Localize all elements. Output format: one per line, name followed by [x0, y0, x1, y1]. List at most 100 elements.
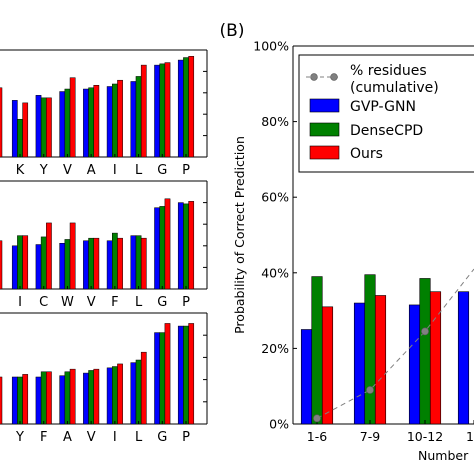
bar-ours-k [22, 102, 29, 158]
bar-gvp-gnn-1-6 [300, 329, 313, 425]
bar-gvp-gnn-c [35, 244, 42, 290]
x-tick-label-1-6: 1-6 [307, 429, 327, 444]
bar-gvp-gnn-13 [457, 291, 470, 425]
bar-gvp-gnn-w [59, 243, 66, 290]
x-tick-label-p: P [182, 163, 190, 178]
bar-ours-g [164, 323, 171, 425]
x-tick-label-y: Y [39, 163, 48, 178]
bar-densecpd-a [88, 87, 94, 158]
x-tick-label-v: V [87, 430, 96, 445]
x-tick-label-g: G [157, 163, 167, 178]
legend-label-gvp-gnn: GVP-GNN [350, 99, 416, 115]
bar-ours-1-6 [321, 306, 334, 425]
bar-gvp-gnn-a [59, 375, 66, 425]
bar-densecpd-7-9 [364, 274, 376, 425]
bar-densecpd-l [135, 76, 142, 158]
bar-ours-w [69, 222, 76, 290]
bar-densecpd-i [112, 366, 118, 425]
x-tick-label-f: F [40, 430, 47, 445]
bar-densecpd-p [183, 203, 189, 290]
bar-gvp-gnn-l [130, 81, 137, 158]
legend-marker-swatch [310, 73, 318, 81]
bar-densecpd-k [17, 118, 23, 158]
x-tick-label-13: 13 [466, 429, 474, 444]
bar-ours-f [117, 237, 123, 290]
legend-marker-swatch [330, 73, 338, 81]
bar-densecpd-g [159, 332, 166, 425]
x-tick-label-a: A [63, 430, 72, 445]
x-tick-label-y: Y [15, 430, 24, 445]
cumulative-point-10-12 [421, 327, 429, 336]
bar-densecpd-c [40, 236, 47, 290]
bar-gvp-gnn-l [130, 235, 137, 290]
x-tick-label-p: P [182, 295, 190, 310]
bar-gvp-gnn-v [83, 372, 89, 425]
bar-densecpd-y [40, 97, 47, 158]
bar-gvp-gnn-a [83, 88, 89, 158]
bar-ours-c [46, 222, 52, 290]
bar-ours-10-12 [429, 291, 442, 425]
bar-densecpd-10-12 [419, 278, 431, 425]
x-tick-label-f: F [111, 295, 118, 310]
bar-densecpd-l [135, 235, 142, 290]
bar-gvp-gnn-y [11, 376, 18, 425]
bar-gvp-gnn-g [154, 64, 160, 158]
bar-gvp-gnn-p [177, 202, 184, 290]
bar-densecpd-w [64, 239, 71, 290]
bar-ours-p [188, 56, 195, 158]
cumulative-line [316, 268, 474, 419]
bar-gvp-gnn-f [35, 376, 42, 425]
x-tick-label-v: V [63, 163, 72, 178]
legend-label-ours: Ours [350, 146, 383, 162]
bar-densecpd-f [40, 371, 47, 425]
bar-densecpd-i [17, 235, 23, 290]
cumulative-point-7-9 [366, 386, 374, 394]
x-tick-label-g: G [157, 430, 167, 445]
legend: % residues(cumulative) GVP-GNN DenseCPD Our… [298, 54, 474, 173]
bar-partial-ours [0, 87, 3, 158]
bar-densecpd-g [159, 63, 166, 158]
bar-gvp-gnn-l [130, 362, 137, 425]
x-tick-label-k: K [16, 163, 25, 178]
y-axis-label: Probability of Correct Prediction [232, 136, 247, 334]
bar-ours-l [140, 64, 147, 158]
cumulative-point-1-6 [313, 414, 321, 423]
bar-ours-l [140, 237, 147, 290]
bar-ours-p [188, 323, 195, 425]
bar-gvp-gnn-p [177, 325, 184, 425]
y-tick-label: 60% [261, 190, 289, 205]
bar-densecpd-g [159, 206, 166, 290]
bar-ours-g [164, 62, 171, 158]
bar-gvp-gnn-10-12 [408, 304, 421, 425]
bar-densecpd-1-6 [311, 276, 323, 425]
bar-ours-l [140, 351, 147, 425]
bar-gvp-gnn-p [177, 59, 184, 158]
x-tick-label-a: A [87, 163, 96, 178]
bar-densecpd-v [88, 370, 94, 425]
bar-densecpd-p [183, 325, 189, 425]
y-tick-label: 20% [261, 341, 289, 356]
legend-frame [298, 54, 474, 173]
bar-gvp-gnn-i [106, 86, 113, 158]
bar-densecpd-p [183, 57, 189, 158]
bar-ours-7-9 [374, 295, 387, 425]
x-tick-label-l: L [135, 295, 143, 310]
legend-swatch-gvp-gnn [309, 98, 340, 113]
bar-ours-i [117, 363, 123, 425]
bar-gvp-gnn-7-9 [353, 302, 366, 425]
panel-a: K Y V A I L G PI C W V F L G PY F A V I L G P [0, 49, 208, 445]
y-tick-label: 80% [261, 114, 289, 129]
bar-densecpd-l [135, 359, 142, 425]
bar-ours-y [22, 374, 29, 425]
bar-ours-f [46, 371, 52, 425]
x-tick-label-10-12: 10-12 [407, 429, 443, 444]
panel-b: 0% 20% 40% 60% 80% 100% Probability of Correct… [232, 39, 474, 463]
bar-ours-v [93, 237, 100, 290]
x-tick-label-c: C [39, 295, 48, 310]
bar-ours-y [46, 97, 52, 158]
x-tick-label-l: L [135, 163, 143, 178]
x-tick-label-w: W [61, 295, 74, 310]
